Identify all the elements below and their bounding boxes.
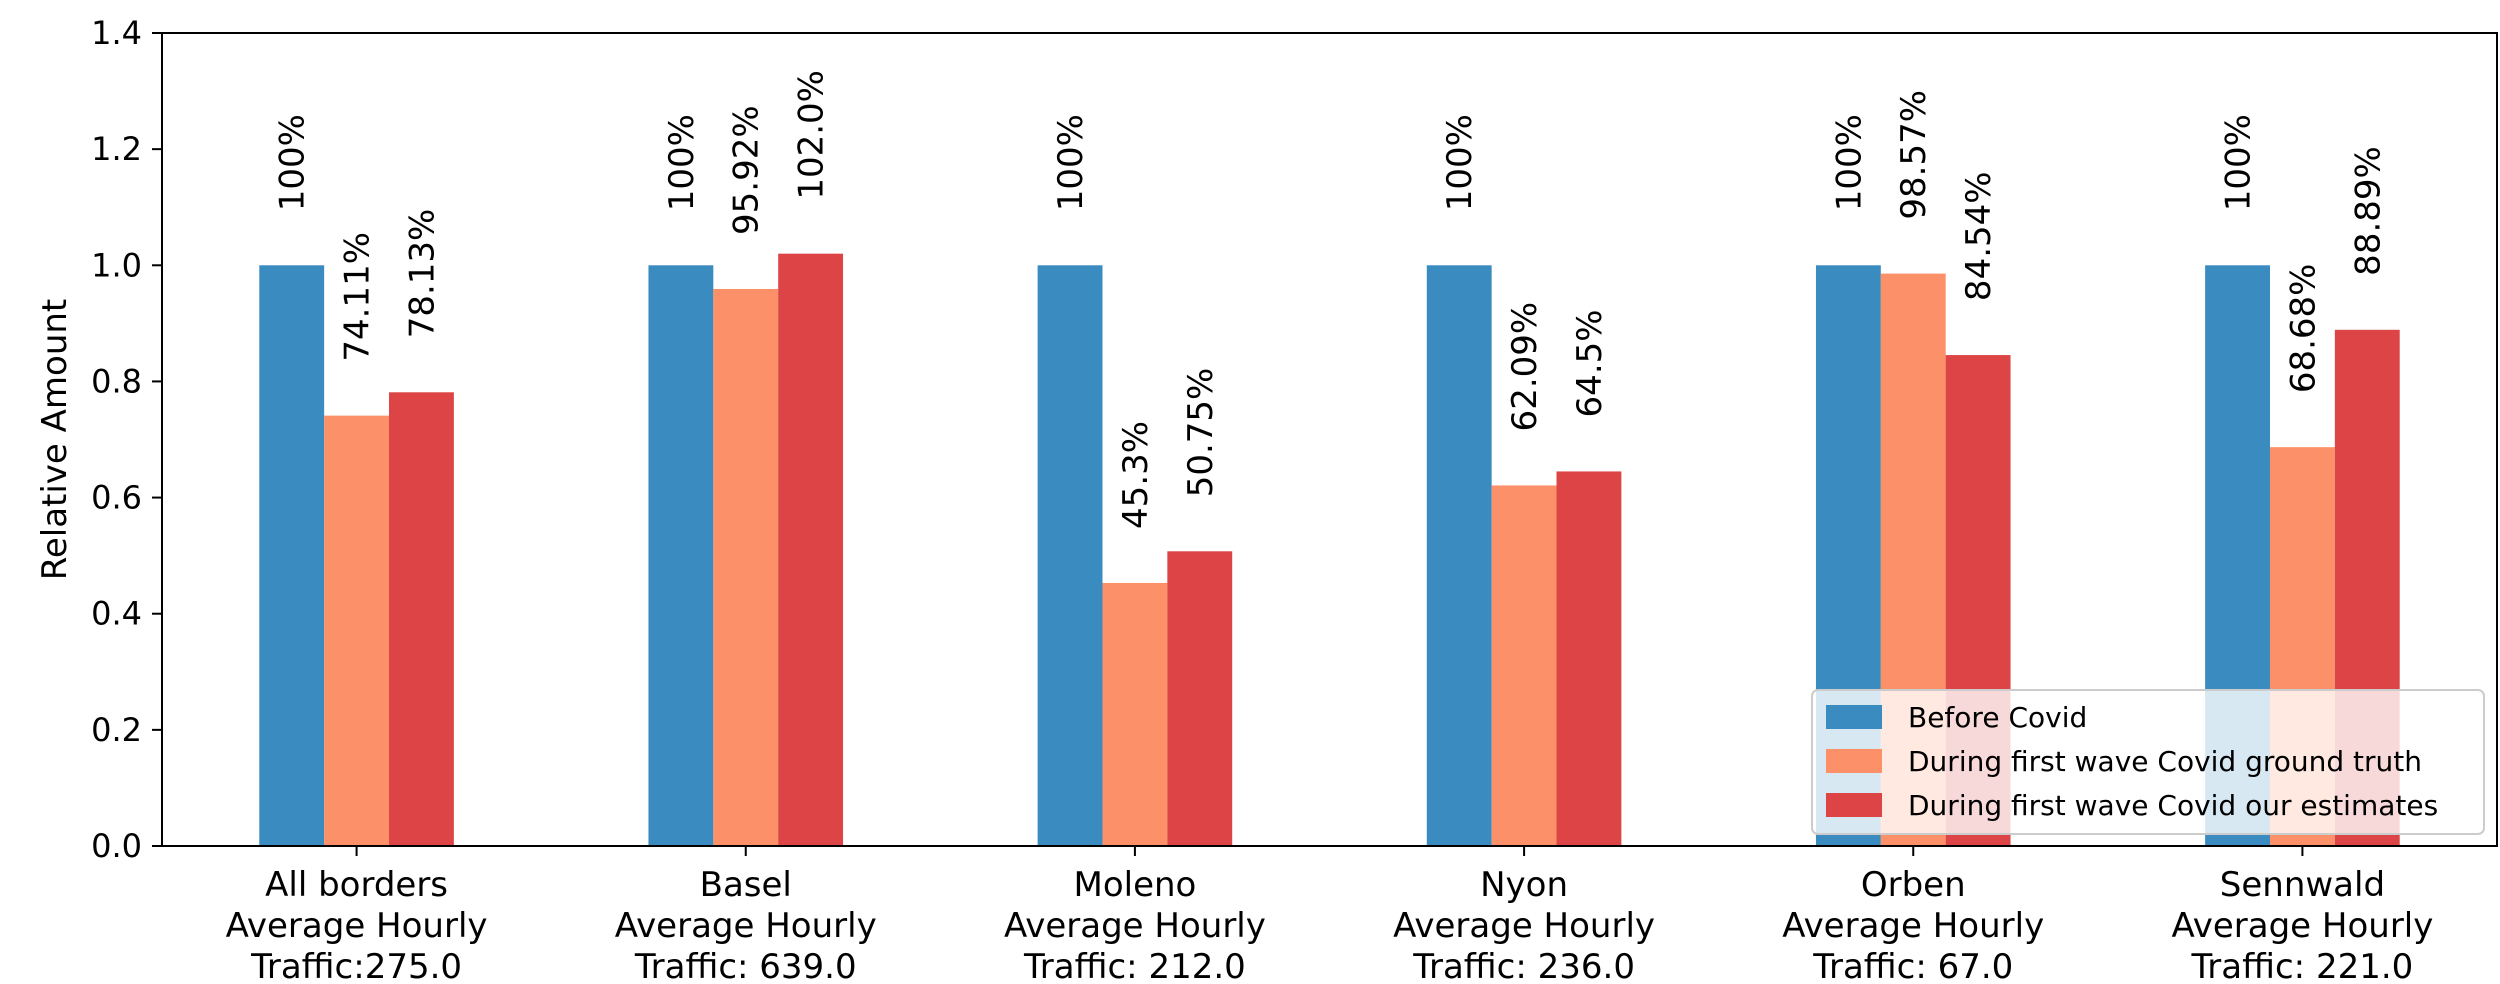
data-label: 95.92%: [727, 105, 767, 235]
data-label: 100%: [2219, 114, 2259, 211]
y-tick-label: 0.4: [91, 595, 142, 633]
data-label: 62.09%: [1505, 302, 1545, 432]
x-tick-label-line: Average Hourly: [226, 906, 488, 946]
x-tick-label: Nyon Average Hourly Traffic: 236.0: [1393, 865, 1655, 984]
data-label: 50.75%: [1181, 368, 1221, 498]
data-label: 100%: [1440, 114, 1480, 211]
x-tick-label-line: All borders: [265, 865, 448, 905]
x-tick-label: Moleno Average Hourly Traffic: 212.0: [1004, 865, 1266, 984]
bar: [1102, 582, 1168, 846]
legend-label: During first wave Covid our estimates: [1908, 789, 2438, 822]
data-label: 78.13%: [402, 209, 442, 339]
bar: [1491, 485, 1557, 846]
y-tick-label: 0.8: [91, 362, 142, 400]
legend-label: Before Covid: [1908, 701, 2087, 734]
x-tick-label-line: Sennwald: [2220, 865, 2385, 905]
data-label: 102.0%: [792, 70, 832, 200]
x-tick-label-line: Traffic:275.0: [250, 947, 462, 984]
x-tick-label-line: Average Hourly: [1004, 906, 1266, 946]
x-tick-label: Basel Average Hourly Traffic: 639.0: [615, 865, 877, 984]
data-label: 100%: [273, 114, 313, 211]
bar: [1426, 265, 1492, 846]
data-label: 100%: [662, 114, 702, 211]
data-label: 100%: [1051, 114, 1091, 211]
y-tick-label: 1.2: [91, 130, 142, 168]
x-tick-label-line: Traffic: 212.0: [1023, 947, 1246, 984]
bar: [1167, 551, 1233, 846]
legend-swatch: [1826, 793, 1882, 817]
y-tick-label: 0.0: [91, 827, 142, 865]
data-label: 45.3%: [1116, 421, 1156, 529]
data-label: 98.57%: [1894, 90, 1934, 220]
bar: [324, 415, 390, 846]
x-tick-label-line: Traffic: 236.0: [1412, 947, 1635, 984]
x-tick-label-line: Average Hourly: [2171, 906, 2433, 946]
legend-swatch: [1826, 705, 1882, 729]
y-tick-label: 1.4: [91, 14, 142, 52]
data-label: 68.68%: [2283, 264, 2323, 394]
data-label: 88.89%: [2348, 146, 2388, 276]
x-tick-label: Orben Average Hourly Traffic: 67.0: [1782, 865, 2044, 984]
bar: [713, 288, 779, 846]
bar: [1556, 471, 1622, 846]
x-tick-label-line: Orben: [1861, 865, 1966, 905]
x-tick-label-line: Average Hourly: [615, 906, 877, 946]
bar: [389, 392, 454, 846]
x-tick-label-line: Average Hourly: [1782, 906, 2044, 946]
legend-box: [1811, 689, 2485, 835]
y-axis-label: Relative Amount: [35, 299, 75, 581]
x-tick-label: Sennwald Average Hourly Traffic: 221.0: [2171, 865, 2433, 984]
bar: [648, 265, 714, 846]
plot-frame: [161, 32, 2498, 847]
legend-swatch: [1826, 749, 1882, 773]
legend: Before Covid During first wave Covid grou…: [1811, 689, 2485, 835]
data-label: 100%: [1829, 114, 1869, 211]
data-label: 64.5%: [1570, 309, 1610, 417]
y-tick-label: 1.0: [91, 246, 142, 284]
y-tick-label: 0.2: [91, 711, 142, 749]
bar: [259, 265, 325, 846]
x-tick-label: All borders Average Hourly Traffic:275.0: [226, 865, 488, 984]
bar: [778, 253, 844, 846]
y-tick-label: 0.6: [91, 479, 142, 517]
x-tick-label-line: Average Hourly: [1393, 906, 1655, 946]
x-tick-label-line: Traffic: 221.0: [2191, 947, 2414, 984]
data-labels-layer: 100% 74.11% 78.13% 100% 95.92% 102.0% 100% 45.3…: [273, 70, 2389, 529]
bar: [1037, 265, 1103, 846]
x-tick-label-line: Basel: [700, 865, 792, 905]
x-tick-label-line: Nyon: [1480, 865, 1568, 905]
x-axis: All borders Average Hourly Traffic:275.0Ba…: [226, 846, 2433, 984]
x-tick-label-line: Moleno: [1073, 865, 1196, 905]
y-axis: 0.0 0.2 0.4 0.6 0.8 1.0 1.2 1.4: [91, 14, 162, 865]
data-label: 84.54%: [1959, 171, 1999, 301]
data-label: 74.11%: [338, 232, 378, 362]
x-tick-label-line: Traffic: 67.0: [1812, 947, 2013, 984]
x-tick-label-line: Traffic: 639.0: [634, 947, 857, 984]
legend-label: During first wave Covid ground truth: [1908, 745, 2422, 778]
